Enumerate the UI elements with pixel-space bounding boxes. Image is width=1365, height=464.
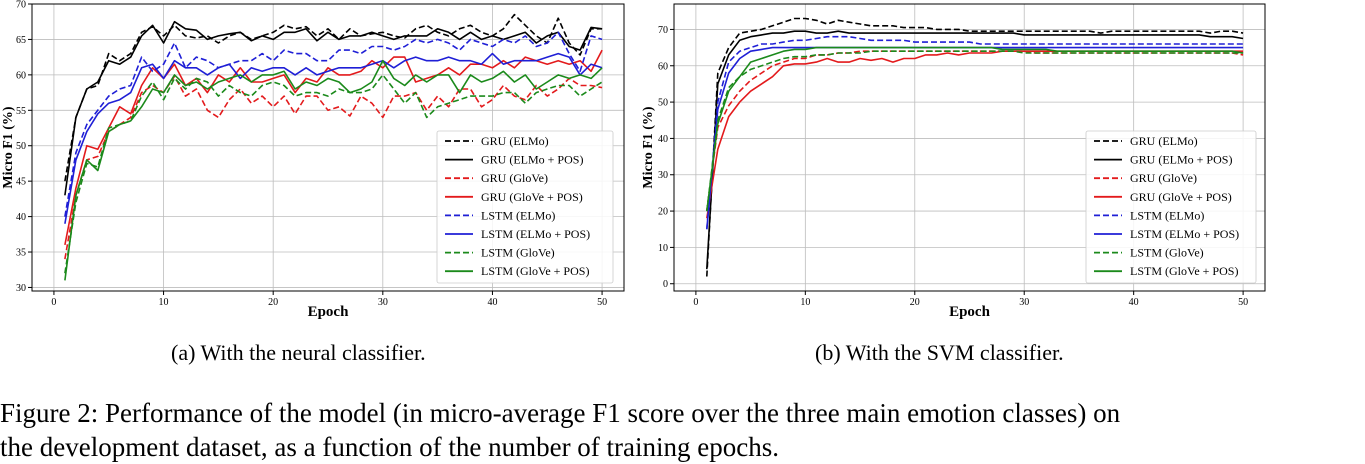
series-line xyxy=(64,74,603,274)
plot-frame xyxy=(31,3,625,292)
y-tick-label: 70 xyxy=(16,0,26,11)
x-tick-label: 20 xyxy=(910,297,920,308)
y-tick-label: 45 xyxy=(16,177,26,188)
y-tick-label: 50 xyxy=(658,98,668,109)
series-line xyxy=(64,13,603,182)
y-axis-label: Micro F1 (%) xyxy=(641,106,656,188)
y-tick-label: 20 xyxy=(658,207,668,218)
legend-box xyxy=(436,130,614,284)
x-tick-label: 0 xyxy=(693,297,698,308)
series-line xyxy=(64,75,603,260)
legend-label: LSTM (ELMo + POS) xyxy=(481,227,590,241)
y-tick-label: 35 xyxy=(16,248,26,259)
legend-label: LSTM (GloVe) xyxy=(1130,246,1204,260)
legend-label: LSTM (ELMo) xyxy=(481,208,555,222)
y-tick-label: 60 xyxy=(16,70,26,81)
x-tick-label: 30 xyxy=(1019,297,1029,308)
figure-caption-line-1: Figure 2: Performance of the model (in m… xyxy=(0,398,1121,428)
x-tick-label: 50 xyxy=(1238,297,1248,308)
legend-box xyxy=(1085,130,1257,284)
x-tick-label: 40 xyxy=(1129,297,1139,308)
legend: GRU (ELMo) GRU (ELMo + POS) GRU (GloVe) GRU… xyxy=(436,130,614,284)
series-line xyxy=(706,46,1244,212)
x-tick-label: 50 xyxy=(597,297,607,308)
y-tick-label: 10 xyxy=(658,243,668,254)
legend-label: LSTM (GloVe) xyxy=(481,246,555,260)
series-line xyxy=(64,20,603,196)
series-line xyxy=(64,59,603,281)
x-tick-label: 10 xyxy=(159,297,169,308)
y-tick-label: 0 xyxy=(663,279,668,290)
plot-frame xyxy=(673,3,1266,292)
series-line xyxy=(64,52,603,224)
y-tick-label: 60 xyxy=(658,61,668,72)
y-axis-label: Micro F1 (%) xyxy=(1,106,16,188)
chart-panel-a: 0 10 20 30 40 50 30 35 40 45 50 55 60 65 70 Epoch Micro … xyxy=(1,0,625,320)
legend-label: GRU (GloVe + POS) xyxy=(481,190,583,204)
legend-label: LSTM (GloVe + POS) xyxy=(481,264,589,278)
x-tick-label: 30 xyxy=(378,297,388,308)
y-tick-label: 40 xyxy=(16,212,26,223)
series-group xyxy=(64,13,603,281)
series-line xyxy=(64,31,603,217)
figure-caption: Figure 2: Performance of the model (in m… xyxy=(0,396,1120,464)
series-group xyxy=(706,17,1244,277)
legend-label: GRU (ELMo) xyxy=(1130,134,1198,148)
legend: GRU (ELMo) GRU (ELMo + POS) GRU (GloVe) GRU… xyxy=(1085,130,1257,284)
series-line xyxy=(64,49,603,246)
y-tick-label: 50 xyxy=(16,141,26,152)
y-tick-label: 70 xyxy=(658,25,668,36)
legend-label: GRU (GloVe) xyxy=(481,171,548,185)
x-tick-label: 20 xyxy=(268,297,278,308)
subcaption-a: (a) With the neural classifier. xyxy=(171,340,426,365)
series-line xyxy=(706,50,1244,212)
legend-label: GRU (GloVe) xyxy=(1130,171,1197,185)
figure: 0 10 20 30 40 50 30 35 40 45 50 55 60 65 70 Epoch Micro … xyxy=(1,0,1266,320)
legend-label: GRU (ELMo) xyxy=(481,134,549,148)
legend-label: LSTM (GloVe + POS) xyxy=(1130,264,1238,278)
chart-panel-b: 0 10 20 30 40 50 0 10 20 30 40 50 60 70 Epoch Micro F1 … xyxy=(641,3,1266,320)
legend-label: GRU (ELMo + POS) xyxy=(481,153,583,167)
x-tick-label: 40 xyxy=(487,297,497,308)
legend-label: GRU (ELMo + POS) xyxy=(1130,153,1232,167)
legend-label: GRU (GloVe + POS) xyxy=(1130,190,1232,204)
series-line xyxy=(706,17,1244,277)
y-tick-label: 30 xyxy=(658,170,668,181)
x-tick-label: 0 xyxy=(51,297,56,308)
legend-label: LSTM (ELMo + POS) xyxy=(1130,227,1239,241)
x-axis-label: Epoch xyxy=(308,304,350,320)
x-tick-label: 10 xyxy=(800,297,810,308)
figure-caption-line-2: the development dataset, as a function o… xyxy=(0,432,780,462)
legend-label: LSTM (ELMo) xyxy=(1130,208,1204,222)
series-line xyxy=(706,30,1244,270)
y-tick-label: 40 xyxy=(658,134,668,145)
y-tick-label: 55 xyxy=(16,106,26,117)
x-axis-label: Epoch xyxy=(949,304,991,320)
subcaption-b: (b) With the SVM classifier. xyxy=(815,340,1064,365)
y-tick-label: 30 xyxy=(16,283,26,294)
y-tick-label: 65 xyxy=(16,35,26,46)
